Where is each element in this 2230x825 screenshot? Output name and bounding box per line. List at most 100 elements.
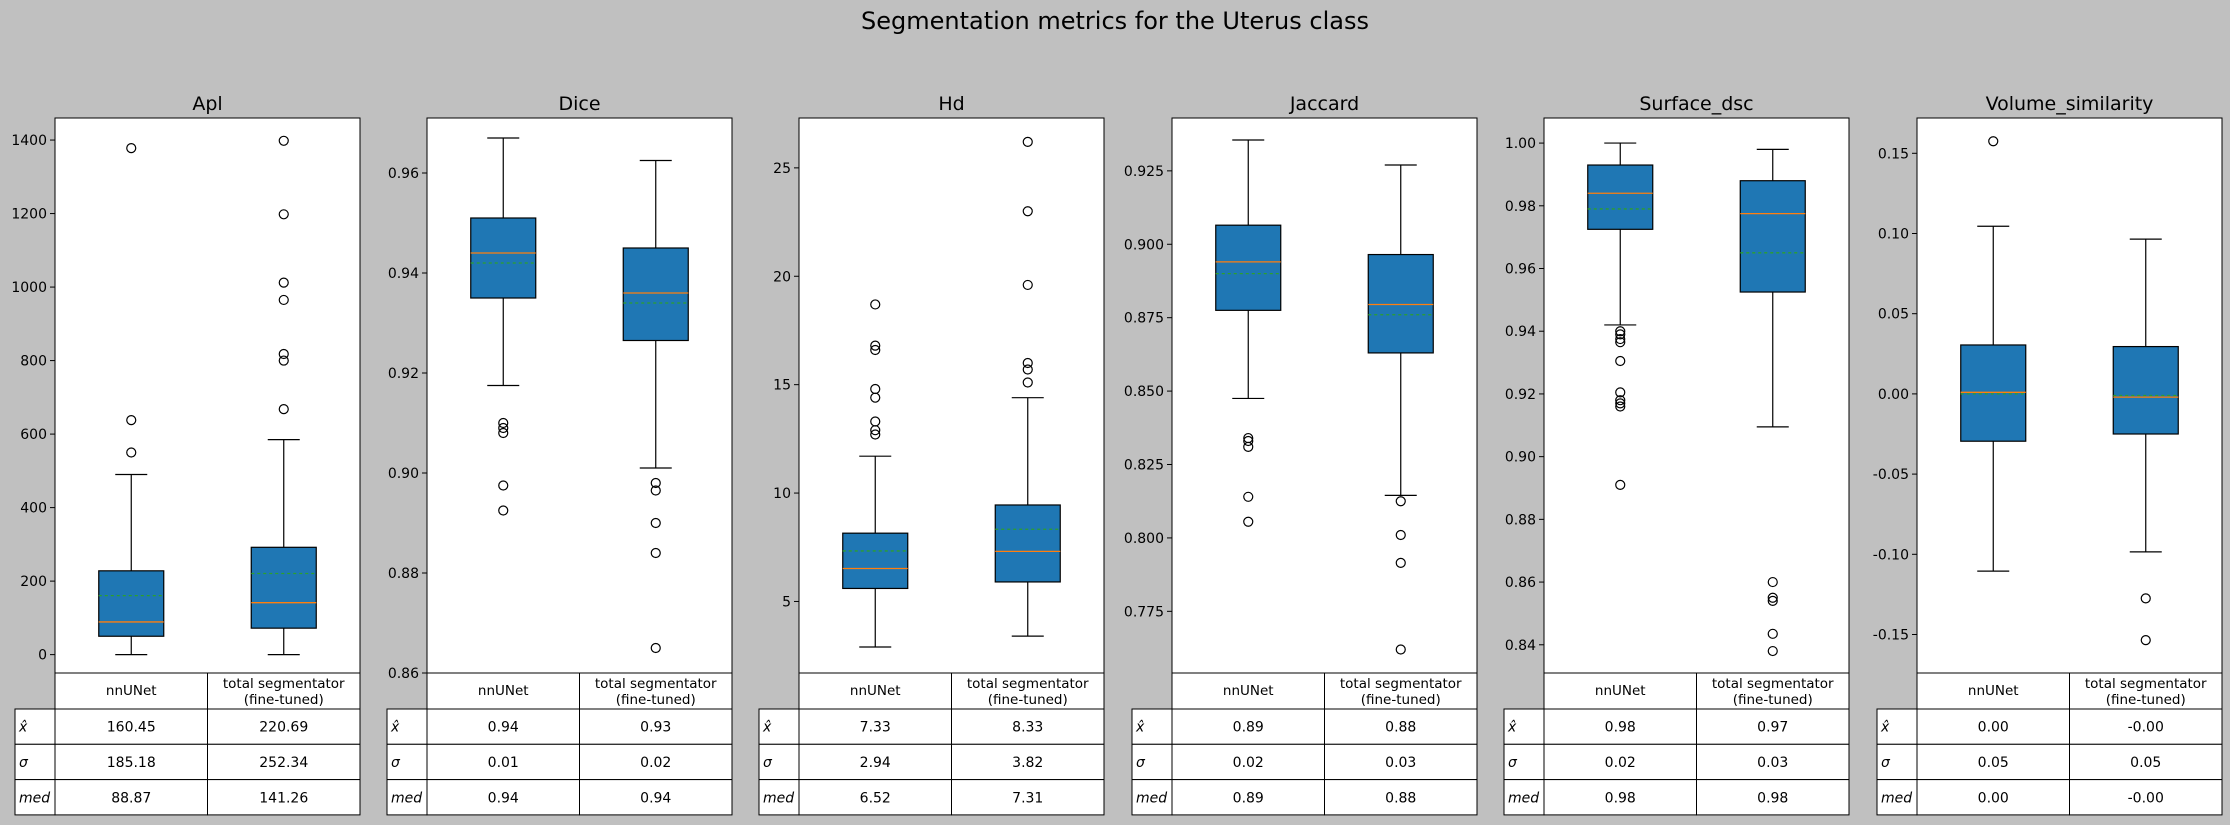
y-tick-label: 0.825 xyxy=(1124,458,1164,474)
table-row-label-cell xyxy=(14,779,56,816)
outlier-point xyxy=(650,485,661,496)
plot-area xyxy=(1171,117,1478,674)
table-cell xyxy=(54,743,208,781)
y-tick-label: 0.86 xyxy=(1505,575,1536,591)
outlier-point xyxy=(498,427,509,439)
table-header-label: (fine-tuned) xyxy=(1361,692,1441,708)
table-cell xyxy=(579,708,733,745)
table-header-cell xyxy=(1696,672,1850,710)
table-cell xyxy=(1171,743,1325,781)
table-cell-value: 0.94 xyxy=(640,790,671,806)
table-cell-value: 6.52 xyxy=(860,790,891,806)
table-header-cell xyxy=(54,672,208,710)
box-1 xyxy=(2112,238,2179,646)
table-header-cell xyxy=(1324,672,1478,710)
table-cell-value: 0.02 xyxy=(1233,755,1264,771)
table-cell xyxy=(1916,708,2070,745)
figure-title: Segmentation metrics for the Uterus clas… xyxy=(861,7,1369,35)
outlier-point xyxy=(1767,595,1778,606)
table-row-label-cell xyxy=(1131,779,1173,816)
y-tick-label: 0.925 xyxy=(1124,164,1164,180)
table-cell-value: 3.82 xyxy=(1012,755,1043,771)
table-cell-value: 0.02 xyxy=(640,755,671,771)
table-row-label: med xyxy=(19,790,50,806)
outlier-point xyxy=(1395,529,1406,541)
table-row-label: σ xyxy=(391,755,401,771)
outlier-point xyxy=(1615,337,1626,348)
outlier-point xyxy=(1022,357,1033,369)
table-header-label: (fine-tuned) xyxy=(1733,692,1813,708)
table-row-label: x̂ xyxy=(390,720,400,736)
table-cell-value: 7.31 xyxy=(1012,790,1043,806)
y-tick-label: 25 xyxy=(773,161,791,177)
table-row-label-cell xyxy=(1876,779,1918,816)
box-0 xyxy=(1960,136,2027,572)
y-tick-label: 400 xyxy=(20,501,47,517)
table-cell xyxy=(207,779,361,816)
panel-0: Apl 0 200 400 600 800 1000 1200 1400 nnUNet total … xyxy=(11,93,361,816)
table-cell xyxy=(798,779,952,816)
panel-4: Surface_dsc 0.84 0.86 0.88 0.90 0.92 0.94 0.96 0… xyxy=(1503,93,1850,816)
outlier-point xyxy=(1022,364,1033,375)
outlier-point xyxy=(126,447,137,458)
outlier-point xyxy=(1022,279,1033,291)
table-row-label: σ xyxy=(1136,755,1146,771)
table-cell-value: 0.98 xyxy=(1605,790,1636,806)
table-cell-value: 0.03 xyxy=(1757,755,1788,771)
outlier-point xyxy=(870,416,881,427)
table-cell-value: 0.05 xyxy=(2130,755,2161,771)
table-cell xyxy=(207,743,361,781)
box-iqr xyxy=(1215,224,1282,311)
panel-title: Surface_dsc xyxy=(1639,93,1753,115)
outlier-point xyxy=(1395,496,1406,507)
outlier-point xyxy=(1615,398,1626,409)
table-cell xyxy=(54,779,208,816)
y-tick-label: 15 xyxy=(773,378,791,394)
outlier-point xyxy=(278,403,289,415)
table-header-label: (fine-tuned) xyxy=(616,692,696,708)
table-cell-value: 0.00 xyxy=(1978,720,2009,736)
y-tick-label: 0.92 xyxy=(388,366,419,382)
table-header-cell xyxy=(1543,672,1697,710)
outlier-point xyxy=(650,547,661,559)
outlier-point xyxy=(1767,628,1778,639)
table-cell-value: 0.05 xyxy=(1978,755,2009,771)
y-tick-label: 0.05 xyxy=(1878,307,1909,323)
table-row-label: med xyxy=(1136,790,1167,806)
table-cell xyxy=(426,779,580,816)
table-cell-value: -0.00 xyxy=(2128,720,2164,736)
y-tick-label: 0.900 xyxy=(1124,237,1164,253)
y-tick-label: 0.90 xyxy=(1505,450,1536,466)
y-tick-label: 0.98 xyxy=(1505,199,1536,215)
y-tick-label: 0.94 xyxy=(388,266,419,282)
stats-table: nnUNet total segmentator(fine-tuned) x̂ 160… xyxy=(14,672,361,816)
table-cell-value: 0.03 xyxy=(1385,755,1416,771)
table-row-label: x̂ xyxy=(1507,720,1517,736)
outlier-point xyxy=(870,429,881,440)
box-iqr xyxy=(994,504,1061,583)
table-cell-value: 185.18 xyxy=(107,755,156,771)
table-row-label-cell xyxy=(14,743,56,781)
table-cell xyxy=(1696,779,1850,816)
table-row-label: x̂ xyxy=(18,720,28,736)
table-row-label-cell xyxy=(14,708,56,745)
y-tick-label: 1200 xyxy=(11,207,47,223)
plot-area xyxy=(426,117,733,674)
y-tick-label: 10 xyxy=(773,486,791,502)
table-header-label: total segmentator xyxy=(2085,676,2207,692)
panel-2: Hd 5 10 15 20 25 nnUNet total segmentator(fine-… xyxy=(758,93,1105,816)
panel-title: Hd xyxy=(938,93,964,115)
stats-table: nnUNet total segmentator(fine-tuned) x̂ 0.0… xyxy=(1876,672,2223,816)
table-cell-value: 8.33 xyxy=(1012,720,1043,736)
table-header-label: (fine-tuned) xyxy=(2106,692,2186,708)
panel-title: Volume_similarity xyxy=(1986,93,2154,115)
table-cell-value: 2.94 xyxy=(860,755,891,771)
table-cell-value: 0.89 xyxy=(1233,720,1264,736)
outlier-point xyxy=(1767,645,1778,657)
table-header-label: nnUNet xyxy=(1968,683,2019,699)
box-1 xyxy=(1739,148,1806,657)
outlier-point xyxy=(1615,333,1626,345)
table-header-label: total segmentator xyxy=(595,676,717,692)
box-iqr xyxy=(250,546,317,629)
outlier-point xyxy=(278,277,289,288)
